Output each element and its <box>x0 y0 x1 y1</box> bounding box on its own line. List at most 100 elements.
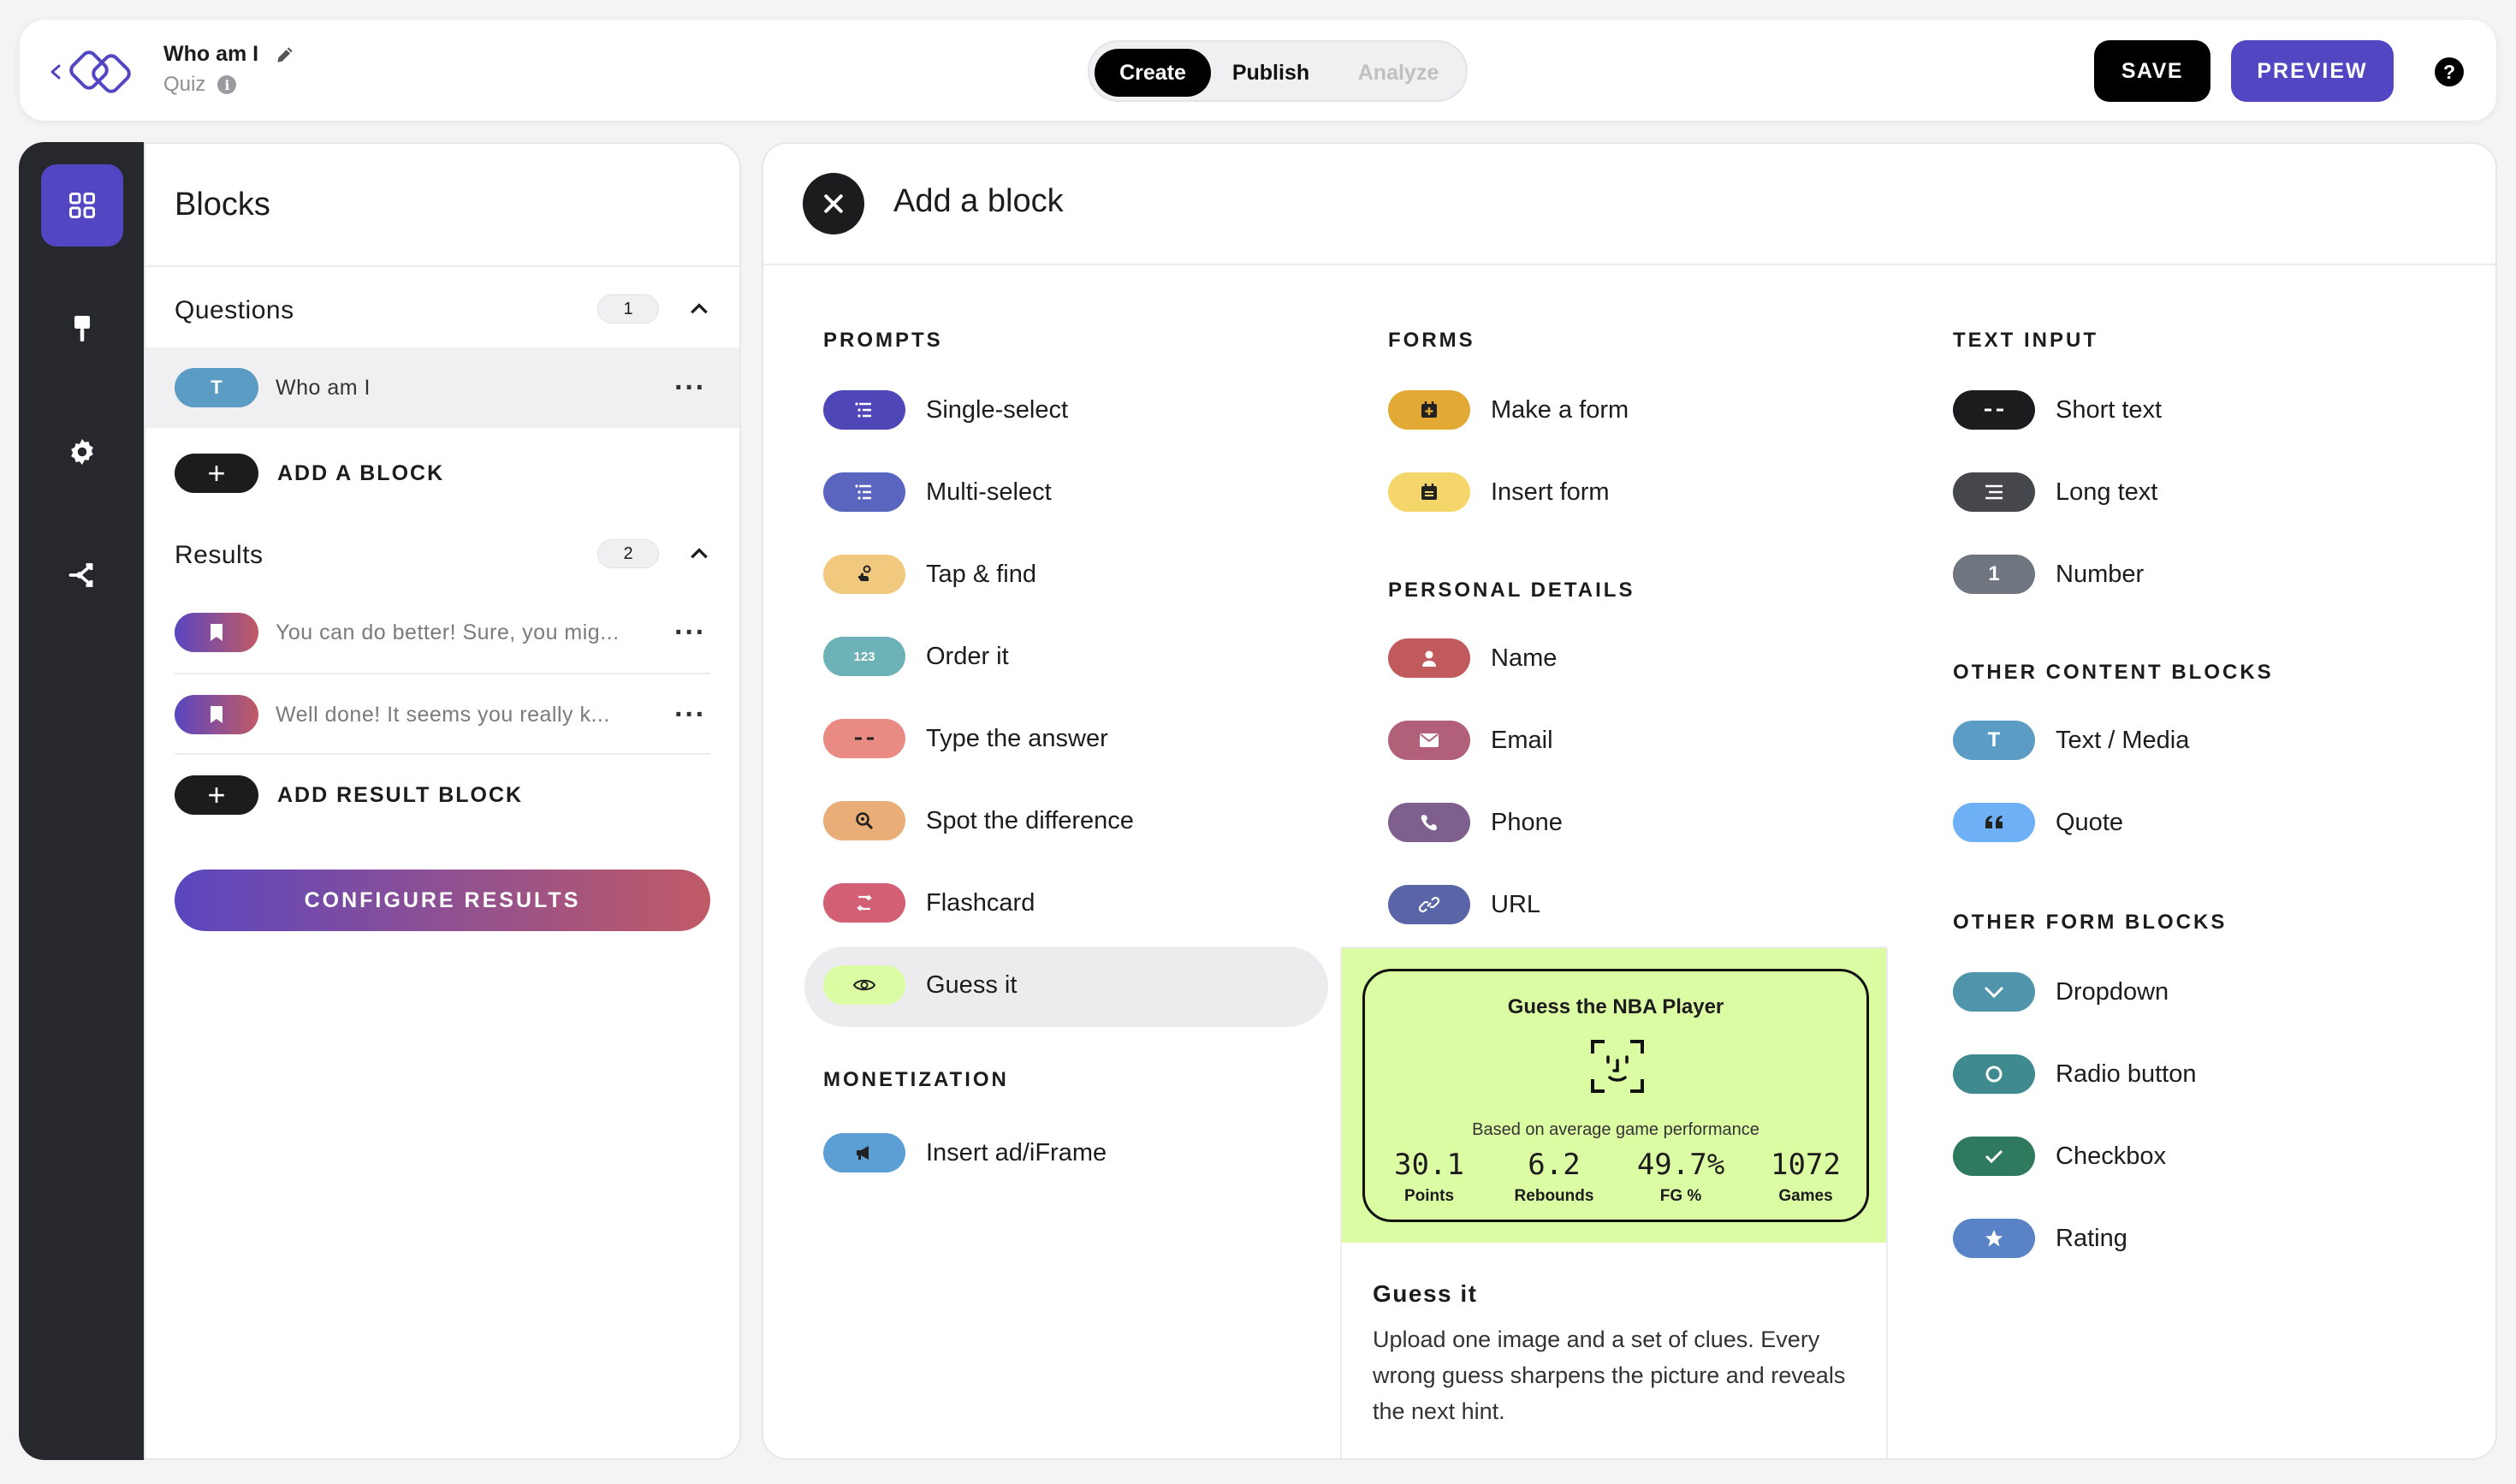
preview-card: Guess the NBA Player Based on average ga… <box>1362 969 1869 1222</box>
result-row[interactable]: Well done! It seems you really k... ··· <box>145 674 739 755</box>
bookmark-icon <box>175 613 258 652</box>
stat-rebounds: 6.2 Rebounds <box>1498 1148 1610 1206</box>
preview-card-subtitle: Based on average game performance <box>1472 1120 1759 1139</box>
option-label: Short text <box>2056 395 2163 424</box>
option-label: Checkbox <box>2056 1142 2166 1170</box>
eye-icon <box>823 965 905 1005</box>
stat-label: Points <box>1403 1187 1455 1205</box>
bookmark-icon <box>175 695 258 734</box>
stat-value: 6.2 <box>1528 1148 1581 1182</box>
back-logo-button[interactable] <box>45 40 157 104</box>
radio-button-option[interactable]: Radio button <box>1953 1054 2196 1094</box>
quiz-type-text: Quiz <box>163 73 206 96</box>
text-icon: T <box>1953 721 2035 760</box>
text-media-option[interactable]: T Text / Media <box>1953 721 2189 760</box>
guess-it-option[interactable]: Guess it <box>823 965 1017 1005</box>
email-option[interactable]: Email <box>1388 721 1553 760</box>
make-form-option[interactable]: Make a form <box>1388 390 1629 430</box>
result-row[interactable]: You can do better! Sure, you mig... ··· <box>145 592 739 673</box>
add-result-block-button[interactable]: + ADD RESULT BLOCK <box>175 775 523 815</box>
quiz-title[interactable]: Who am I <box>163 42 296 67</box>
save-button[interactable]: SAVE <box>2094 40 2210 102</box>
option-label: Long text <box>2056 478 2158 506</box>
monetization-heading: MONETIZATION <box>823 1068 1009 1091</box>
pencil-icon[interactable] <box>274 44 296 66</box>
divider <box>145 265 739 267</box>
info-icon[interactable]: i <box>217 75 237 94</box>
tooltip-title: Guess it <box>1373 1280 1478 1307</box>
link-icon <box>1388 885 1470 924</box>
help-icon[interactable]: ? <box>2435 57 2464 86</box>
option-label: Type the answer <box>926 724 1108 752</box>
option-label: Single-select <box>926 395 1069 424</box>
option-label: Multi-select <box>926 478 1052 506</box>
megaphone-icon <box>823 1133 905 1172</box>
panel-title: Add a block <box>893 183 1064 219</box>
close-icon <box>824 194 843 213</box>
phone-option[interactable]: Phone <box>1388 803 1563 842</box>
spot-difference-option[interactable]: Spot the difference <box>823 801 1134 840</box>
chevron-up-icon[interactable] <box>688 543 710 565</box>
paragraph-icon <box>1953 472 2035 512</box>
question-label: Who am I <box>276 375 371 400</box>
quote-icon <box>1953 803 2035 842</box>
add-result-label: ADD RESULT BLOCK <box>277 782 524 807</box>
option-label: URL <box>1491 890 1541 918</box>
checkmark-icon <box>1953 1137 2035 1176</box>
divider <box>175 753 710 755</box>
close-button[interactable] <box>803 173 864 234</box>
more-options-icon[interactable]: ··· <box>674 371 706 404</box>
tab-analyze[interactable]: Analyze <box>1357 60 1439 85</box>
checkbox-option[interactable]: Checkbox <box>1953 1137 2166 1176</box>
multi-select-option[interactable]: Multi-select <box>823 472 1052 512</box>
insert-ad-option[interactable]: Insert ad/iFrame <box>823 1133 1107 1172</box>
quote-option[interactable]: Quote <box>1953 803 2123 842</box>
dropdown-option[interactable]: Dropdown <box>1953 972 2169 1012</box>
chevron-up-icon[interactable] <box>688 298 710 320</box>
preview-image: Guess the NBA Player Based on average ga… <box>1342 948 1886 1243</box>
url-option[interactable]: URL <box>1388 885 1540 924</box>
stat-points: 30.1 Points <box>1374 1148 1485 1206</box>
divider <box>763 264 2495 265</box>
short-text-option[interactable]: Short text <box>1953 390 2162 430</box>
insert-form-option[interactable]: Insert form <box>1388 472 1610 512</box>
left-rail <box>19 142 145 1460</box>
single-select-option[interactable]: Single-select <box>823 390 1068 430</box>
more-options-icon[interactable]: ··· <box>674 697 706 731</box>
option-label: Number <box>2056 560 2145 588</box>
personal-details-heading: PERSONAL DETAILS <box>1388 579 1635 602</box>
number-option[interactable]: 1 Number <box>1953 555 2144 594</box>
results-count-badge: 2 <box>597 539 659 568</box>
branch-icon <box>68 563 93 587</box>
dash-icon <box>823 719 905 758</box>
tap-find-option[interactable]: Tap & find <box>823 555 1036 594</box>
logic-nav-button[interactable] <box>41 534 123 616</box>
option-label: Quote <box>2056 808 2123 836</box>
question-row[interactable]: T Who am I ··· <box>145 347 739 428</box>
number-icon: 1 <box>1953 555 2035 594</box>
type-answer-option[interactable]: Type the answer <box>823 719 1108 758</box>
plus-icon: + <box>175 775 258 815</box>
tab-create[interactable]: Create <box>1095 49 1211 97</box>
face-scan-icon <box>1591 1040 1644 1093</box>
tab-publish[interactable]: Publish <box>1231 60 1310 85</box>
preview-button[interactable]: PREVIEW <box>2231 40 2394 102</box>
order-it-option[interactable]: 123 Order it <box>823 637 1009 676</box>
rating-option[interactable]: Rating <box>1953 1219 2127 1258</box>
name-option[interactable]: Name <box>1388 638 1557 678</box>
more-options-icon[interactable]: ··· <box>674 615 706 649</box>
settings-nav-button[interactable] <box>41 411 123 493</box>
blocks-nav-button[interactable] <box>41 164 123 246</box>
add-block-button[interactable]: + ADD A BLOCK <box>175 454 444 493</box>
option-label: Email <box>1491 726 1553 754</box>
configure-results-button[interactable]: CONFIGURE RESULTS <box>175 870 710 931</box>
result-label: Well done! It seems you really k... <box>276 702 610 727</box>
long-text-option[interactable]: Long text <box>1953 472 2157 512</box>
design-nav-button[interactable] <box>41 288 123 370</box>
flashcard-option[interactable]: Flashcard <box>823 883 1035 923</box>
add-block-panel: Add a block PROMPTS Single-select Multi-… <box>762 142 2497 1460</box>
stat-games: 1072 Games <box>1750 1148 1861 1206</box>
option-label: Flashcard <box>926 888 1035 917</box>
list-icon <box>823 472 905 512</box>
dash-icon <box>1953 390 2035 430</box>
